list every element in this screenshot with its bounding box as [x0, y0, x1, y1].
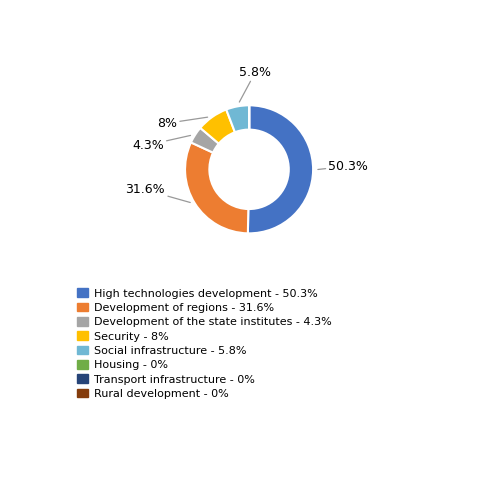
Wedge shape: [248, 105, 313, 233]
Text: 5.8%: 5.8%: [239, 66, 272, 102]
Legend: High technologies development - 50.3%, Development of regions - 31.6%, Developme: High technologies development - 50.3%, D…: [74, 285, 335, 402]
Wedge shape: [226, 105, 249, 132]
Wedge shape: [191, 128, 219, 153]
Text: 50.3%: 50.3%: [318, 160, 368, 173]
Text: 4.3%: 4.3%: [132, 136, 191, 152]
Wedge shape: [185, 143, 248, 233]
Text: 31.6%: 31.6%: [125, 183, 190, 203]
Wedge shape: [200, 109, 235, 144]
Text: 8%: 8%: [157, 117, 208, 130]
